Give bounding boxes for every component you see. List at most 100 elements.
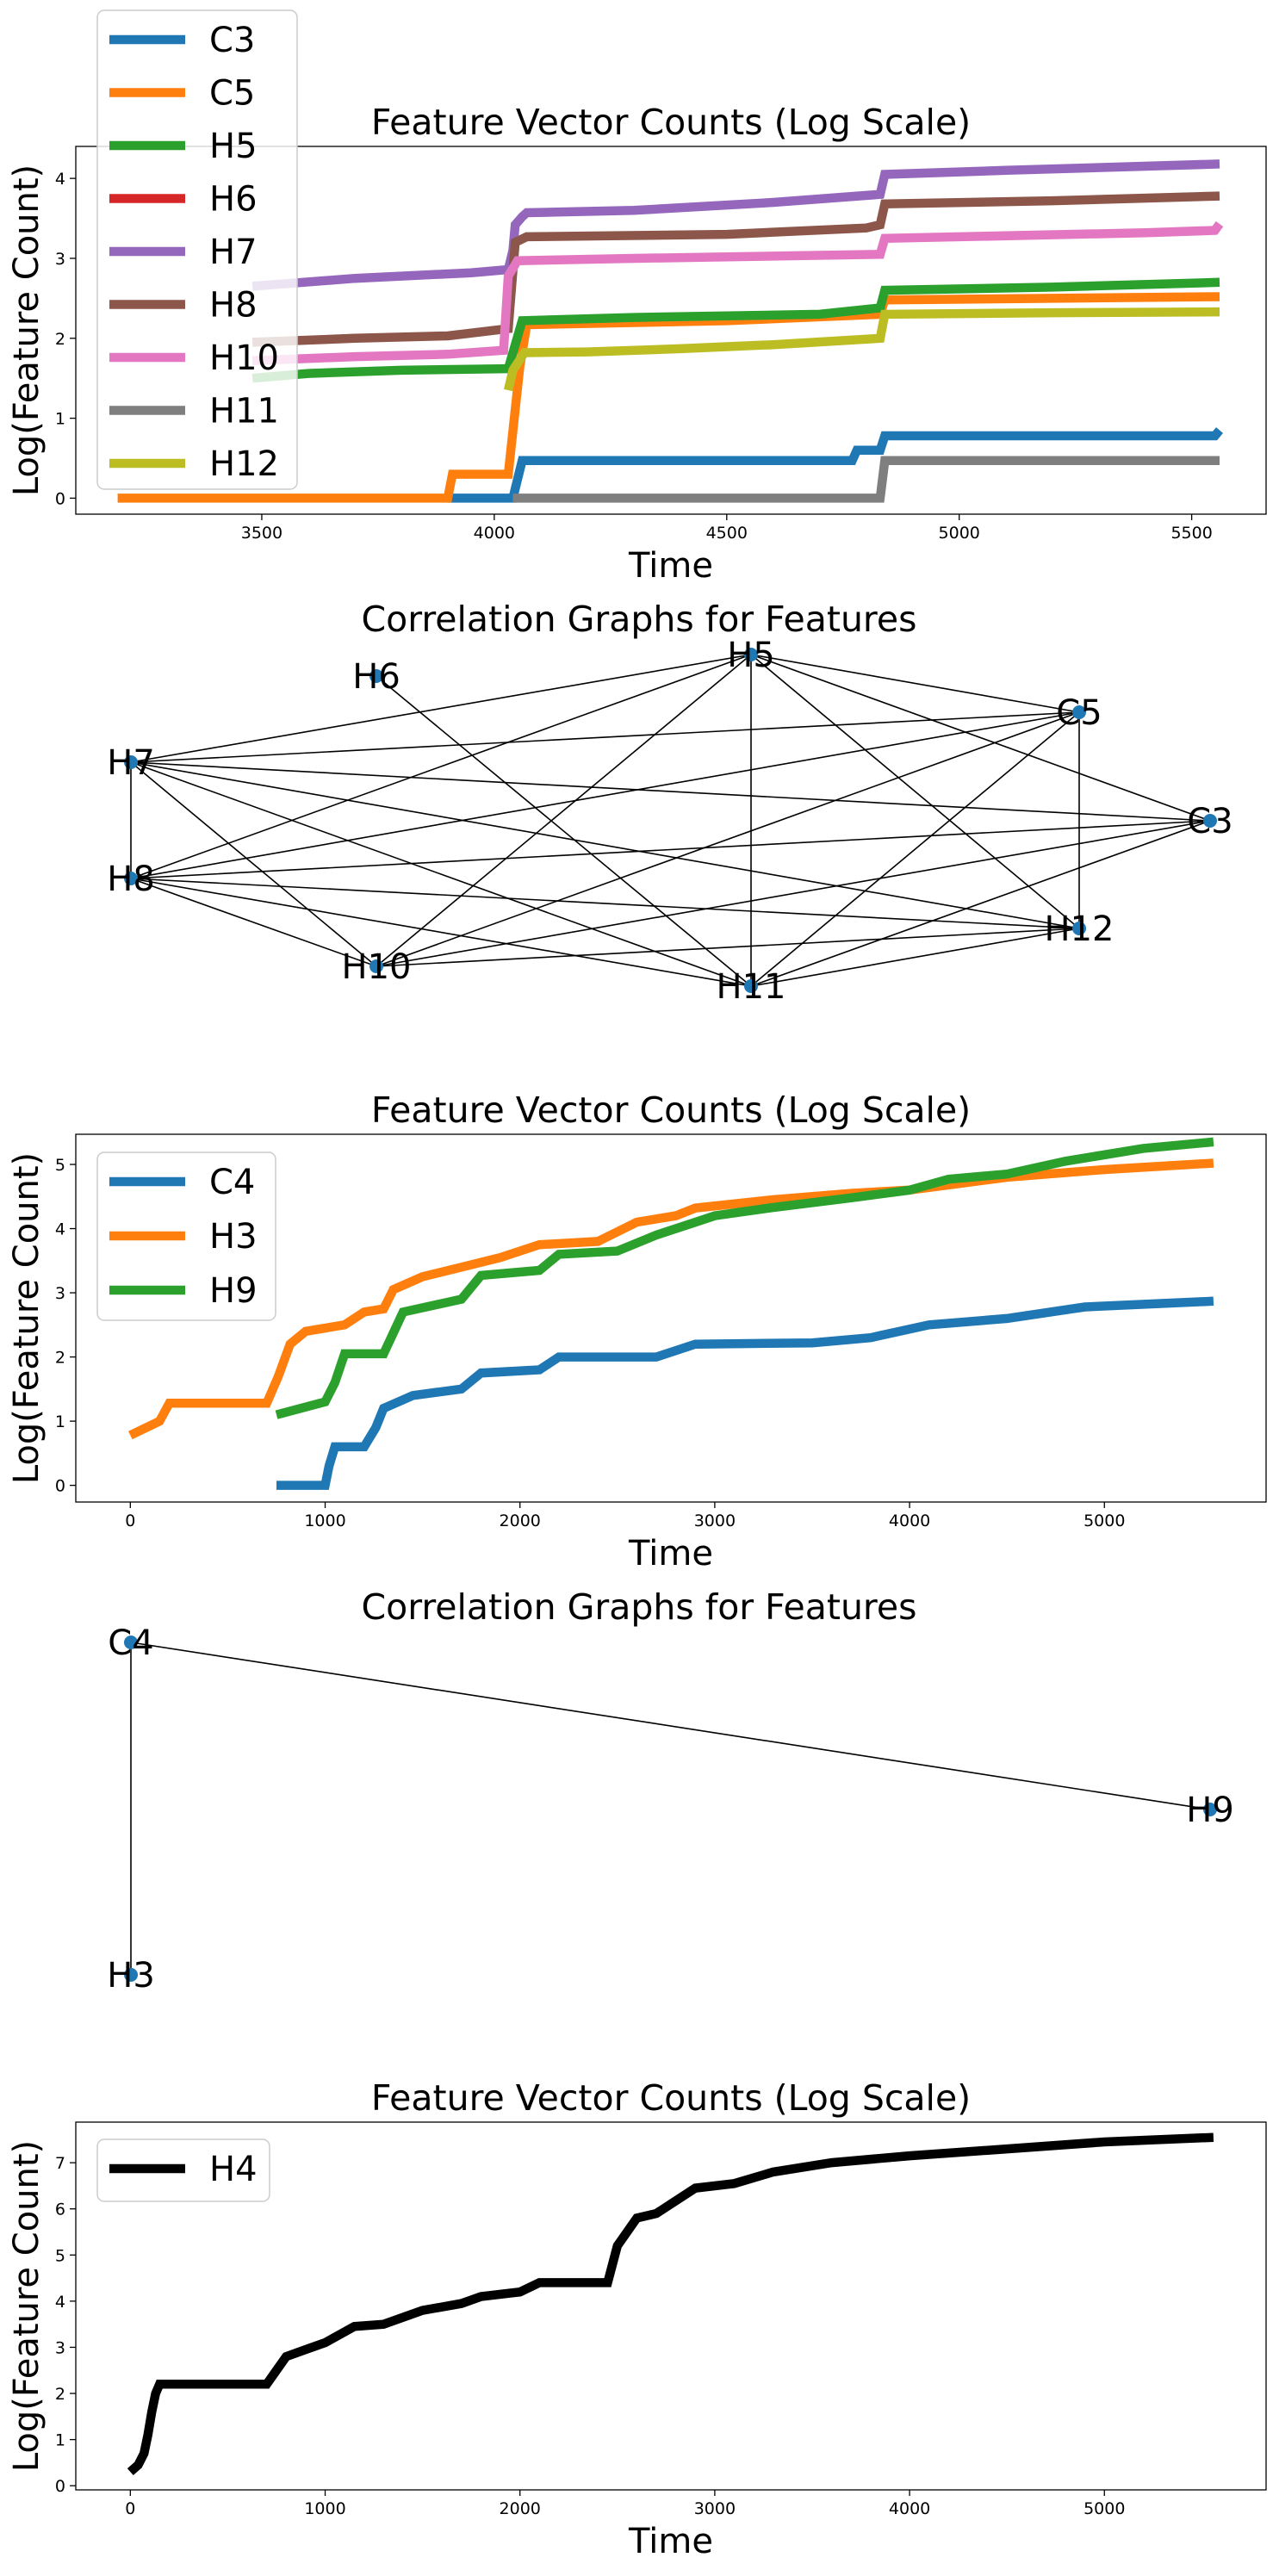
graph-edge-H5-H8 — [130, 654, 752, 879]
legend-label-H5: H5 — [209, 127, 258, 166]
graph-edge-H6-H11 — [376, 675, 752, 987]
x-tick-label: 4000 — [889, 1511, 930, 1530]
y-tick-label: 3 — [55, 1284, 65, 1303]
x-tick-label: 0 — [125, 2499, 135, 2518]
graph-node-C5 — [1072, 705, 1086, 719]
y-tick-label: 1 — [55, 1412, 65, 1431]
graph-edge-H5-H10 — [376, 654, 752, 967]
x-tick-label: 2000 — [500, 1511, 541, 1530]
graph-node-label-C5: C5 — [1056, 693, 1102, 733]
graph-node-label-C3: C3 — [1187, 802, 1232, 841]
chart-title: Feature Vector Counts (Log Scale) — [371, 1089, 971, 1131]
graph-edge-H5-C3 — [750, 654, 1211, 822]
graph-edge-C5-H11 — [750, 711, 1080, 987]
graph-edge-C5-H7 — [130, 711, 1080, 763]
x-tick-label: 5000 — [939, 524, 980, 543]
graph-node-H8 — [124, 872, 138, 885]
x-tick-label: 4500 — [706, 524, 748, 543]
graph-node-label-H11: H11 — [717, 967, 786, 1007]
legend-label-H12: H12 — [209, 444, 279, 484]
chart-title: Feature Vector Counts (Log Scale) — [371, 102, 971, 143]
series-line-H10 — [251, 220, 1224, 366]
x-tick-label: 3000 — [694, 1511, 736, 1530]
y-tick-label: 3 — [55, 2338, 65, 2357]
correlation-graph-3: Correlation Graphs for Features C4 H9 H3 — [107, 1586, 1234, 1996]
graph-node-label-H5: H5 — [727, 636, 775, 675]
graph-node-H12 — [1072, 922, 1086, 935]
nodes: H6 H5 C5 H7 C3 H8 H12 H10 H11 — [107, 636, 1232, 1007]
chart-title: Correlation Graphs for Features — [362, 1586, 917, 1628]
graph-node-label-H6: H6 — [352, 657, 400, 697]
graph-node-label-C4: C4 — [108, 1623, 153, 1663]
series-group — [117, 159, 1224, 503]
y-tick-label: 1 — [55, 410, 65, 429]
legend: C4 H3 H9 — [96, 1151, 276, 1321]
series-line-H12 — [503, 307, 1220, 392]
x-tick-label: 4000 — [889, 2499, 930, 2518]
x-tick-label: 5000 — [1083, 1511, 1125, 1530]
legend-label-H7: H7 — [209, 233, 258, 272]
graph-edge-H5-C5 — [750, 654, 1080, 713]
y-tick-label: 2 — [55, 330, 65, 349]
series-line-H4 — [127, 2132, 1214, 2476]
graph-node-label-H10: H10 — [342, 947, 412, 987]
graph-edge-C4-H9 — [130, 1642, 1211, 1810]
line-chart-2: Feature Vector Counts (Log Scale)0 1000 20… — [7, 1089, 1267, 1574]
y-axis-label: Log(Feature Count) — [7, 164, 47, 496]
legend-label-H3: H3 — [209, 1217, 258, 1257]
x-tick-label: 1000 — [304, 2499, 345, 2518]
edges — [130, 654, 1211, 987]
y-tick-label: 7 — [55, 2154, 65, 2173]
legend-label-H9: H9 — [209, 1271, 258, 1311]
x-tick-label: 5500 — [1170, 524, 1212, 543]
y-tick-label: 4 — [55, 2293, 65, 2312]
series-line-C3 — [447, 427, 1224, 503]
graph-edge-H11-C3 — [750, 820, 1211, 987]
y-tick-label: 0 — [55, 489, 65, 508]
series-line-H7 — [251, 159, 1220, 291]
legend-frame — [96, 9, 298, 490]
graph-edge-H5-H7 — [130, 654, 752, 763]
series-line-H9 — [275, 1137, 1214, 1419]
graph-edge-H8-H11 — [130, 878, 752, 987]
legend-label-C5: C5 — [209, 74, 255, 114]
nodes: C4 H9 H3 — [107, 1623, 1234, 1996]
graph-node-label-H9: H9 — [1186, 1791, 1234, 1830]
y-axis-label: Log(Feature Count) — [7, 1152, 47, 1484]
y-tick-label: 3 — [55, 250, 65, 269]
graph-node-H10 — [369, 959, 383, 973]
graph-node-H3 — [124, 1968, 138, 1982]
series-line-C4 — [276, 1296, 1214, 1490]
legend-label-C4: C4 — [209, 1163, 255, 1202]
legend: H4 — [96, 2138, 270, 2202]
graph-node-label-H7: H7 — [107, 743, 155, 783]
graph-edge-C5-H10 — [376, 711, 1080, 967]
graph-edge-H8-H12 — [130, 878, 1080, 929]
y-tick-label: 4 — [55, 1220, 65, 1239]
line-chart-0: Feature Vector Counts (Log Scale) 3500 400… — [7, 9, 1267, 586]
line-chart-4: Feature Vector Counts (Log Scale)0 1000 20… — [7, 2077, 1267, 2561]
series-line-H11 — [512, 456, 1220, 503]
y-tick-label: 5 — [55, 2246, 65, 2265]
graph-node-label-H12: H12 — [1045, 909, 1114, 949]
graph-node-C3 — [1203, 814, 1217, 828]
legend: C3 C5 H5 H6 H7 H8 H10 H11 H12 — [96, 9, 298, 490]
series-line-H5 — [251, 277, 1220, 383]
graph-edge-H11-H12 — [750, 928, 1080, 987]
graph-node-label-H8: H8 — [107, 860, 155, 899]
graph-edge-H5-H12 — [750, 654, 1080, 929]
y-tick-label: 4 — [55, 170, 65, 189]
legend-label-C3: C3 — [209, 21, 255, 60]
x-tick-label: 2000 — [500, 2499, 541, 2518]
x-tick-label: 3000 — [694, 2499, 736, 2518]
graph-node-C4 — [124, 1636, 138, 1649]
x-tick-label: 3500 — [241, 524, 282, 543]
y-tick-label: 1 — [55, 2431, 65, 2450]
x-tick-label: 0 — [125, 1511, 135, 1530]
y-tick-label: 2 — [55, 2385, 65, 2404]
graph-edge-H7-H10 — [130, 761, 377, 967]
y-tick-label: 6 — [55, 2200, 65, 2219]
correlation-graph-1: Correlation Graphs for Features H6 H5 C5 H7 C… — [107, 599, 1232, 1007]
legend-label-H6: H6 — [209, 180, 258, 220]
